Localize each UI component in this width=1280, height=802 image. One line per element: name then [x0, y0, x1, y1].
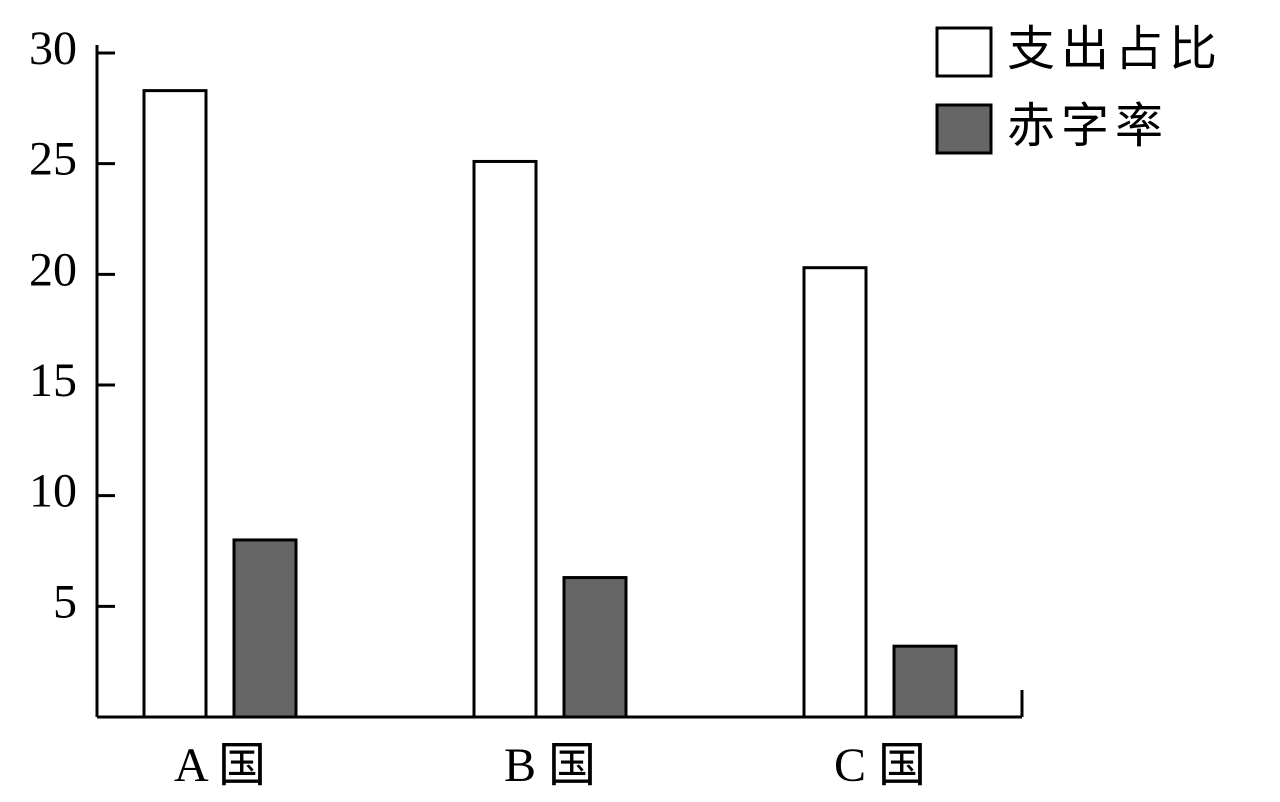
bar — [562, 576, 628, 719]
y-tick-label: 10 — [29, 465, 77, 518]
y-tick-label: 25 — [29, 133, 77, 186]
legend-swatch — [935, 26, 993, 78]
bar — [232, 538, 298, 719]
x-tick-label: B 国 — [504, 739, 596, 792]
bar — [802, 266, 868, 719]
legend-label: 支出占比 — [1007, 23, 1223, 76]
bar — [472, 159, 538, 719]
x-tick-label: C 国 — [834, 739, 926, 792]
y-tick-label: 5 — [53, 575, 77, 628]
y-tick-label: 15 — [29, 354, 77, 407]
y-tick-label: 30 — [29, 22, 77, 75]
x-tick-label: A 国 — [174, 739, 266, 792]
bar — [142, 89, 208, 719]
bar — [892, 644, 958, 719]
legend-swatch — [935, 103, 993, 155]
y-tick-label: 20 — [29, 243, 77, 296]
legend-label: 赤字率 — [1007, 100, 1169, 153]
